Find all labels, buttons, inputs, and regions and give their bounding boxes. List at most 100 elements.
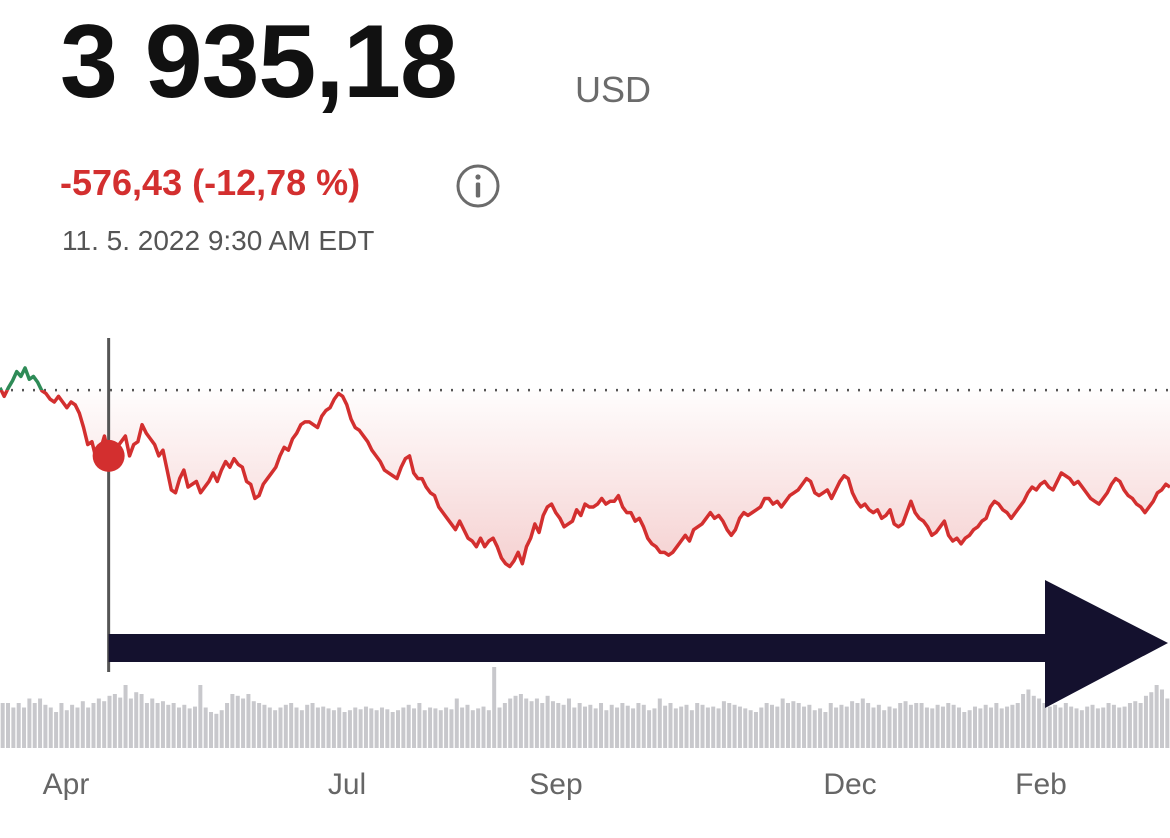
volume-bar — [695, 703, 700, 748]
volume-bar — [470, 710, 475, 748]
volume-bar — [871, 707, 876, 748]
volume-bar — [385, 709, 390, 748]
volume-bar — [866, 703, 871, 748]
volume-bar — [225, 703, 230, 748]
volume-bar — [545, 695, 550, 748]
volume-bar — [663, 705, 668, 748]
volume-bar — [412, 708, 417, 748]
volume-bar — [310, 703, 315, 748]
volume-bar — [289, 703, 294, 748]
volume-bar — [684, 704, 689, 748]
volume-bar — [791, 701, 796, 748]
volume-bar — [347, 710, 352, 748]
volume-bar — [273, 710, 278, 748]
volume-bar — [187, 708, 192, 748]
volume-bar — [454, 698, 459, 748]
volume-bar — [711, 706, 716, 748]
volume-bar — [1042, 703, 1047, 748]
volume-bar — [882, 710, 887, 748]
volume-bar — [876, 704, 881, 748]
volume-bar — [123, 685, 128, 748]
volume-bar — [267, 707, 272, 748]
volume-bar — [679, 706, 684, 748]
volume-bar — [107, 695, 112, 748]
volume-bar — [935, 704, 940, 748]
volume-bar — [417, 703, 422, 748]
volume-bar — [524, 698, 529, 748]
volume-bar — [673, 708, 678, 748]
volume-bar — [342, 712, 347, 748]
volume-bar — [235, 695, 240, 748]
x-tick-label: Jul — [328, 768, 366, 801]
volume-bar — [160, 701, 165, 748]
volume-bar — [743, 708, 748, 748]
volume-bar — [48, 707, 53, 748]
volume-bar — [1095, 708, 1100, 748]
volume-bar — [64, 710, 69, 748]
volume-bar — [1053, 704, 1058, 748]
volume-bar — [689, 710, 694, 748]
volume-bar — [844, 706, 849, 748]
volume-bar — [898, 703, 903, 748]
volume-bar — [924, 707, 929, 748]
volume-bar — [182, 704, 187, 748]
volume-bar — [449, 709, 454, 748]
volume-bar — [796, 703, 801, 748]
volume-bar — [508, 698, 513, 748]
volume-bar — [433, 708, 438, 748]
volume-bar — [465, 704, 470, 748]
volume-bar — [807, 704, 812, 748]
volume-bar — [1069, 706, 1074, 748]
price-change: -576,43 (-12,78 %) — [60, 162, 361, 203]
volume-bar — [70, 704, 75, 748]
volume-bar — [379, 707, 384, 748]
x-tick-label: Dec — [823, 768, 876, 801]
volume-bar — [22, 707, 27, 748]
volume-bar — [176, 707, 181, 748]
volume-bar — [1015, 703, 1020, 748]
volume-bar — [534, 698, 539, 748]
volume-bar — [1106, 703, 1111, 748]
volume-bar — [748, 710, 753, 748]
volume-bar — [956, 707, 961, 748]
volume-bar — [1021, 694, 1026, 748]
volume-bar — [0, 703, 5, 748]
volume-bar — [577, 703, 582, 748]
volume-bar — [732, 704, 737, 748]
quote-timestamp: 11. 5. 2022 9:30 AM EDT — [62, 225, 375, 256]
volume-bar — [438, 710, 443, 748]
volume-bar — [171, 703, 176, 748]
volume-bar — [818, 708, 823, 748]
volume-bar — [999, 708, 1004, 748]
volume-bar — [908, 704, 913, 748]
price-area-fill — [0, 390, 1170, 567]
volume-bar — [989, 707, 994, 748]
volume-bar — [737, 706, 742, 748]
volume-bar — [396, 710, 401, 748]
volume-bar — [828, 703, 833, 748]
volume-bar — [251, 701, 256, 748]
volume-bar — [1037, 698, 1042, 748]
volume-bar — [550, 701, 555, 748]
volume-bar — [855, 703, 860, 748]
volume-bar — [502, 703, 507, 748]
volume-bar — [700, 704, 705, 748]
volume-bar — [257, 703, 262, 748]
info-circle-icon[interactable] — [455, 163, 501, 209]
volume-bar — [75, 707, 80, 748]
volume-bar — [262, 704, 267, 748]
volume-bar — [219, 710, 224, 748]
volume-bar — [460, 707, 465, 748]
volume-bar — [27, 698, 32, 748]
volume-bar — [647, 710, 652, 748]
volume-bar — [615, 707, 620, 748]
price-value: 3 935,18 — [60, 4, 458, 120]
selected-point-marker[interactable] — [92, 439, 125, 472]
volume-bar — [166, 704, 171, 748]
volume-bar — [374, 710, 379, 748]
volume-bar — [850, 701, 855, 748]
volume-bar — [1149, 692, 1154, 748]
volume-bar — [278, 707, 283, 748]
volume-bar — [230, 694, 235, 748]
